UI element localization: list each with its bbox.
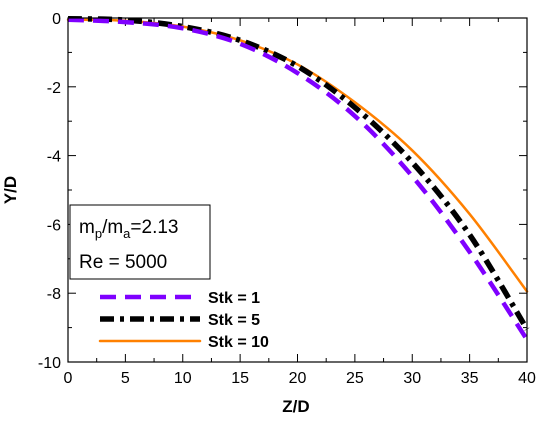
reynolds-label: Re = 5000	[79, 252, 167, 273]
y-tick-label: -6	[47, 217, 61, 234]
annotation-frame	[69, 204, 211, 280]
x-tick-label: 25	[346, 370, 364, 387]
axis-ticks	[67, 17, 528, 363]
mass-ratio-label: mp/ma=2.13	[79, 217, 178, 241]
plot-frame	[67, 17, 528, 363]
annotation-box: mp/ma=2.13 Re = 5000	[69, 204, 211, 280]
x-tick-label: 5	[121, 370, 130, 387]
x-tick-label: 10	[174, 370, 192, 387]
series-line-stk-1	[67, 17, 529, 341]
y-tick-label: -2	[47, 80, 61, 97]
legend-label-3: Stk = 10	[208, 334, 269, 351]
x-tick-label: 0	[64, 370, 73, 387]
x-axis-title: Z/D	[282, 397, 309, 416]
y-tick-label: -8	[47, 286, 61, 303]
x-tick-label: 30	[403, 370, 421, 387]
y-tick-labels: 0 -2 -4 -6 -8 -10	[38, 11, 61, 372]
x-tick-label: 20	[289, 370, 307, 387]
y-tick-label: -4	[47, 149, 61, 166]
x-tick-label: 15	[231, 370, 249, 387]
x-tick-label: 40	[518, 370, 536, 387]
legend: Stk = 1 Stk = 5 Stk = 10	[98, 290, 269, 351]
y-tick-label: -10	[38, 355, 61, 372]
y-tick-label: 0	[52, 11, 61, 28]
x-tick-label: 35	[461, 370, 479, 387]
y-axis-title: Y/D	[1, 176, 20, 204]
x-tick-labels: 0 5 10 15 20 25 30 35 40	[64, 370, 536, 387]
series-layer	[66, 15, 530, 341]
legend-label-2: Stk = 5	[208, 312, 260, 329]
legend-label-1: Stk = 1	[208, 290, 260, 307]
